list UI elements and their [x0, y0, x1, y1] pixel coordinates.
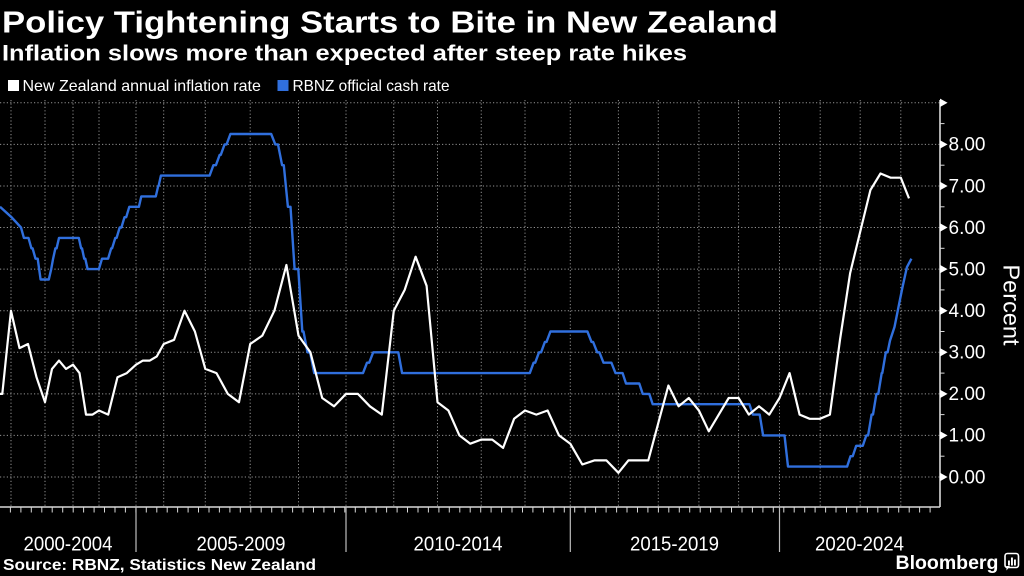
svg-text:6.00: 6.00 [949, 218, 986, 239]
svg-text:2000-2004: 2000-2004 [24, 534, 113, 556]
svg-text:Policy Tightening Starts to Bi: Policy Tightening Starts to Bite in New … [2, 5, 778, 40]
svg-text:2020-2024: 2020-2024 [815, 534, 904, 556]
svg-text:3.00: 3.00 [949, 343, 986, 364]
svg-text:Inflation slows more than expe: Inflation slows more than expected after… [2, 41, 687, 66]
svg-text:5.00: 5.00 [949, 259, 986, 280]
svg-text:RBNZ official cash rate: RBNZ official cash rate [293, 78, 450, 95]
svg-text:2010-2014: 2010-2014 [414, 534, 503, 556]
svg-text:7.00: 7.00 [949, 176, 986, 197]
svg-text:4.00: 4.00 [949, 301, 986, 322]
svg-text:1.00: 1.00 [949, 426, 986, 447]
svg-text:Percent: Percent [999, 265, 1024, 346]
svg-text:Source: RBNZ, Statistics New Z: Source: RBNZ, Statistics New Zealand [3, 557, 316, 574]
svg-text:2015-2019: 2015-2019 [630, 534, 719, 556]
svg-text:2.00: 2.00 [949, 384, 986, 405]
svg-text:2005-2009: 2005-2009 [197, 534, 286, 556]
svg-text:Bloomberg: Bloomberg [896, 552, 999, 574]
svg-text:8.00: 8.00 [949, 135, 986, 156]
svg-text:0.00: 0.00 [949, 467, 986, 488]
svg-text:New Zealand annual inflation r: New Zealand annual inflation rate [23, 78, 261, 95]
